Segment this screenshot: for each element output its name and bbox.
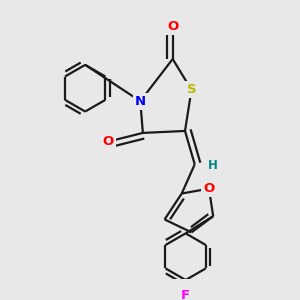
Text: O: O: [167, 20, 178, 33]
Text: N: N: [135, 94, 146, 108]
Text: O: O: [102, 135, 113, 148]
Text: H: H: [208, 160, 218, 172]
Text: F: F: [181, 289, 190, 300]
Text: O: O: [203, 182, 214, 195]
Text: S: S: [187, 83, 196, 96]
